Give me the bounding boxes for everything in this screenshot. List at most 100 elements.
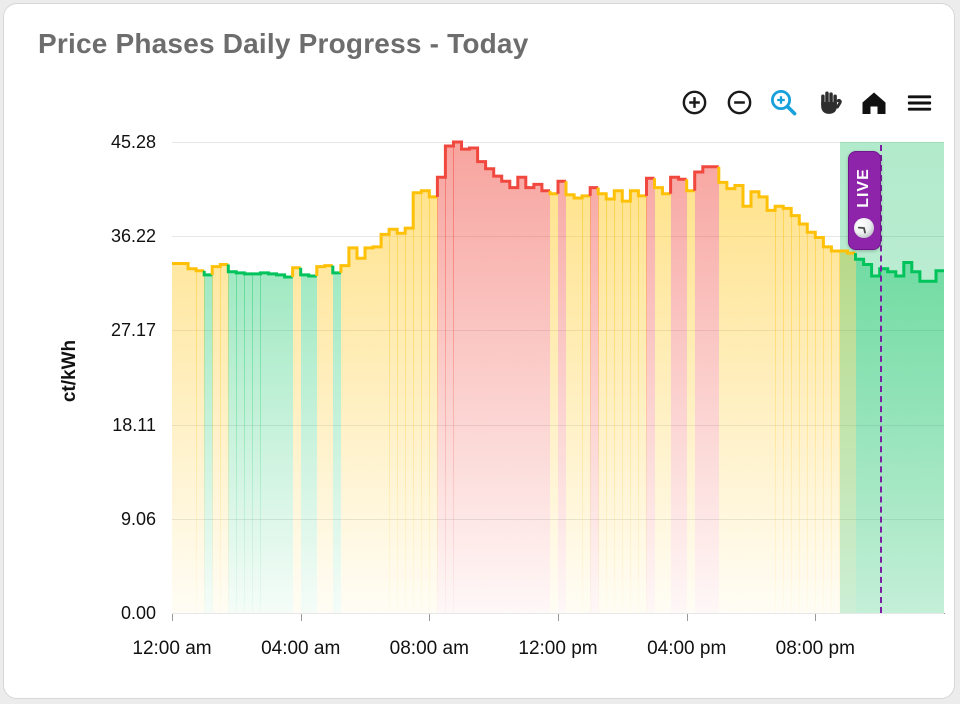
x-axis-tick (172, 613, 173, 621)
x-tick-label: 12:00 am (132, 638, 212, 659)
x-axis-tick (429, 613, 431, 621)
line-segment-r (588, 186, 599, 196)
price-step-fill (340, 265, 350, 613)
price-step-fill (718, 182, 728, 613)
price-step-fill (397, 233, 406, 613)
line-segment-y (172, 262, 205, 273)
y-tick-label: 9.06 (120, 508, 156, 529)
clock-icon (853, 217, 875, 244)
price-step-fill (252, 273, 261, 613)
price-step-fill (308, 276, 318, 613)
price-step-fill (566, 194, 575, 613)
price-step-fill (839, 251, 848, 613)
zoom-out-icon (724, 87, 755, 121)
price-step-fill (807, 232, 816, 613)
price-step-fill (453, 142, 462, 613)
line-segment-y (548, 190, 558, 196)
price-step-fill (533, 184, 543, 613)
price-step-fill (847, 253, 856, 613)
price-step-fill (582, 195, 591, 613)
price-step-fill (276, 274, 285, 613)
price-step-fill (887, 271, 897, 613)
price-step-fill (791, 215, 800, 613)
price-step-fill (236, 272, 245, 613)
price-step-fill (574, 198, 583, 613)
price-step-fill (204, 274, 213, 613)
price-step-fill (911, 271, 921, 613)
price-step-fill (614, 190, 623, 613)
price-step-fill (381, 234, 390, 613)
line-segment-r (669, 175, 687, 194)
price-step-fill (606, 199, 615, 613)
price-step-fill (558, 181, 567, 613)
zoom-out-button[interactable] (722, 87, 756, 121)
line-segment-r (693, 165, 719, 191)
price-step-fill (751, 191, 760, 613)
price-step-fill (726, 188, 736, 613)
x-axis-tick (686, 613, 688, 621)
line-segment-g (226, 264, 293, 279)
chart-toolbar (677, 87, 936, 121)
h-gridline (172, 613, 944, 614)
price-step-fill (300, 274, 310, 613)
x-axis-tick (815, 613, 817, 621)
price-step-fill (598, 193, 607, 613)
zoom-in-icon (679, 87, 710, 121)
zoom-in-button[interactable] (677, 87, 711, 121)
line-segment-g (202, 270, 213, 277)
line-segment-y (717, 166, 856, 255)
price-step-fill (517, 177, 527, 613)
home-icon (858, 87, 890, 122)
line-segment-y (315, 264, 333, 276)
price-step-fill (775, 206, 784, 613)
price-step-fill (646, 178, 655, 613)
price-step-fill (461, 149, 470, 613)
line-segment-y (653, 178, 671, 196)
plot-area[interactable]: LIVE (172, 140, 945, 614)
price-step-fill (783, 208, 792, 613)
line-segment-r (645, 176, 655, 196)
reset-home-button[interactable] (857, 87, 891, 121)
live-badge-label: LIVE (855, 168, 872, 208)
price-step-fill (815, 237, 824, 613)
line-segment-y (685, 179, 695, 193)
price-step-fill (767, 210, 776, 613)
current-time-line (879, 145, 882, 613)
price-step-fill (686, 190, 696, 613)
price-step-fill (662, 193, 671, 613)
line-segment-g (299, 267, 317, 278)
x-axis-tick (300, 613, 302, 621)
box-zoom-button[interactable] (767, 87, 801, 121)
price-step-fill (855, 259, 864, 613)
price-step-fill (196, 270, 205, 613)
price-step-fill (710, 166, 720, 613)
price-step-fill (670, 177, 680, 613)
menu-button[interactable] (902, 87, 936, 121)
price-step-fill (541, 190, 551, 613)
y-axis-title: ct/kWh (59, 339, 80, 403)
price-step-fill (260, 272, 269, 613)
line-segment-y (596, 187, 647, 203)
y-tick-label: 0.00 (120, 603, 156, 623)
x-tick-label: 08:00 pm (775, 638, 855, 659)
price-step-fill (694, 172, 704, 613)
x-tick-label: 04:00 pm (647, 638, 727, 659)
price-step-line (172, 140, 944, 283)
price-step-fill (373, 246, 382, 613)
price-step-fill (469, 148, 478, 613)
price-step-fill (172, 263, 181, 613)
pan-button[interactable] (812, 87, 846, 121)
price-step-fill (477, 161, 487, 613)
price-step-fill (935, 270, 945, 613)
price-step-fill (879, 268, 889, 613)
price-step-fill (863, 264, 873, 613)
price-step-fill (356, 258, 366, 613)
price-step-fill (525, 187, 535, 613)
x-tick-label: 04:00 am (261, 638, 341, 659)
x-tick-label: 08:00 am (389, 638, 469, 659)
price-step-fill (324, 265, 334, 613)
line-segment-r (556, 179, 566, 194)
price-step-fill (493, 176, 503, 613)
line-segment-y (339, 189, 438, 273)
price-step-fill (485, 168, 495, 613)
